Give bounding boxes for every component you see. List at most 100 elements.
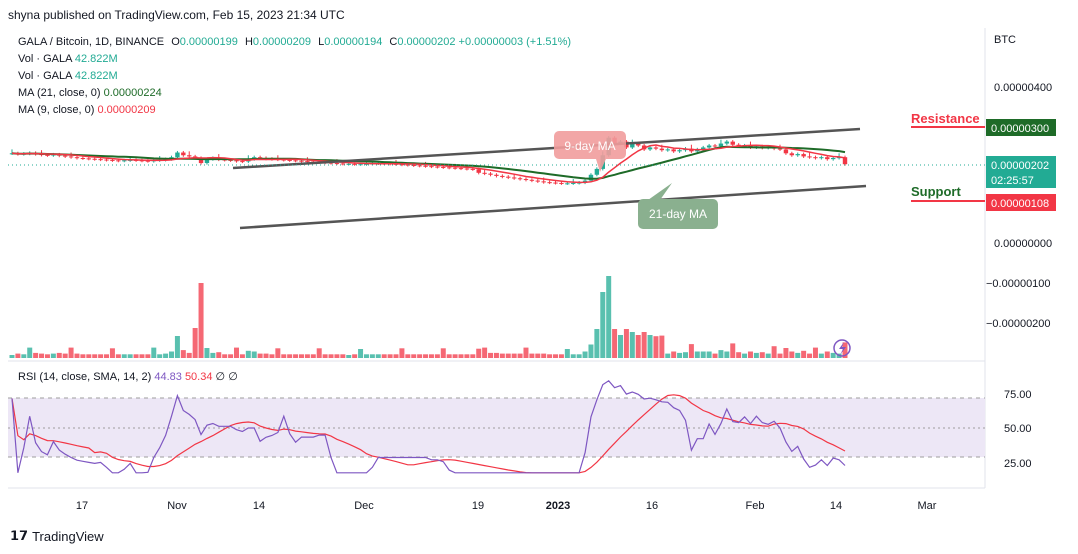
- currency-label: BTC: [994, 34, 1016, 46]
- candle-body: [636, 143, 641, 146]
- volume-bar: [759, 352, 765, 358]
- candle-body: [62, 155, 68, 157]
- volume-bar: [440, 348, 446, 358]
- symbol-name: GALA / Bitcoin, 1D, BINANCE: [18, 36, 165, 48]
- candle-body: [122, 160, 127, 162]
- volume-bar: [511, 353, 517, 358]
- volume-bar: [198, 283, 204, 358]
- volume-bar: [724, 351, 730, 358]
- volume-bar: [204, 348, 210, 358]
- volume-bar: [381, 354, 387, 358]
- volume-bar: [635, 335, 641, 358]
- ma21-callout[interactable]: 21-day MA: [638, 183, 718, 229]
- volume-bar: [139, 354, 145, 358]
- volume-bar: [523, 347, 529, 358]
- upper-trendline[interactable]: [232, 127, 861, 170]
- volume-bar: [310, 354, 316, 358]
- change-value: +0.00000003 (+1.51%): [458, 36, 572, 48]
- volume-bar: [499, 353, 505, 358]
- price-tick: −0.00000100: [986, 278, 1051, 290]
- indicator-value: 0.00000209: [97, 104, 156, 116]
- candle-body: [695, 149, 700, 152]
- indicator-ma21[interactable]: MA (21, close, 0) 0.00000224: [18, 85, 571, 102]
- volume-bar: [180, 350, 186, 358]
- indicator-label: MA (9, close, 0): [18, 104, 95, 116]
- volume-bar: [127, 354, 133, 358]
- volume-bar: [257, 353, 263, 358]
- candle-body: [594, 168, 600, 175]
- volume-bar: [789, 351, 795, 358]
- low-value: 0.00000194: [324, 36, 383, 48]
- indicator-ma9[interactable]: MA (9, close, 0) 0.00000209: [18, 102, 571, 119]
- rsi-label: RSI (14, close, SMA, 14, 2): [18, 371, 152, 383]
- indicator-value: 42.822M: [74, 53, 118, 65]
- publisher-line: shyna published on TradingView.com, Feb …: [8, 8, 345, 22]
- volume-bar: [375, 354, 381, 358]
- lower-trendline[interactable]: [239, 184, 867, 230]
- indicator-value: 0.00000224: [103, 87, 162, 99]
- candle-body: [825, 157, 830, 160]
- volume-bar: [600, 292, 606, 358]
- volume-bar: [594, 329, 600, 358]
- indicator-vol-1[interactable]: Vol · GALA 42.822M: [18, 51, 571, 68]
- candle-body: [588, 174, 594, 181]
- tradingview-logo[interactable]: 𝟭𝟳 TradingView: [10, 528, 104, 544]
- rsi-empty-2: ∅: [228, 371, 238, 383]
- volume-bar: [56, 352, 62, 358]
- volume-bar: [92, 354, 98, 358]
- volume-bar: [647, 335, 653, 358]
- candle-body: [187, 155, 192, 157]
- volume-bar: [807, 353, 813, 358]
- volume-bar: [104, 354, 110, 358]
- volume-bar: [358, 349, 364, 358]
- candle-body: [783, 149, 789, 154]
- volume-bar: [777, 353, 783, 358]
- candle-body: [435, 166, 440, 168]
- candle-body: [364, 163, 369, 165]
- volume-bar: [547, 354, 553, 358]
- candle-body: [500, 175, 505, 177]
- time-tick: 14: [253, 500, 265, 512]
- volume-bar: [783, 348, 789, 358]
- candle-body: [777, 148, 783, 150]
- volume-bar: [62, 353, 68, 358]
- candle-body: [553, 182, 558, 184]
- lightning-icon[interactable]: [833, 339, 851, 357]
- candle-body: [807, 156, 812, 158]
- candle-body: [630, 143, 635, 148]
- svg-text:02:25:57: 02:25:57: [991, 175, 1034, 187]
- time-tick: 16: [646, 500, 658, 512]
- high-value: 0.00000209: [252, 36, 312, 48]
- volume-bar: [115, 354, 121, 358]
- candle-body: [198, 157, 204, 164]
- ma9-callout-text: 9-day MA: [564, 139, 615, 153]
- volume-bar: [352, 354, 358, 358]
- volume-bar: [771, 346, 777, 358]
- candle-body: [559, 182, 564, 184]
- volume-bar: [222, 354, 228, 358]
- volume-bar: [505, 353, 511, 358]
- candle-body: [104, 159, 109, 161]
- candle-body: [417, 165, 422, 167]
- candle-body: [145, 160, 151, 162]
- support-label: Support: [911, 184, 961, 199]
- candle-body: [411, 165, 416, 166]
- rsi-legend[interactable]: RSI (14, close, SMA, 14, 2) 44.83 50.34 …: [18, 370, 238, 383]
- volume-bar: [33, 352, 39, 358]
- candle-body: [801, 154, 806, 157]
- volume-bar: [316, 348, 322, 358]
- ma9-callout[interactable]: 9-day MA: [554, 131, 626, 172]
- volume-bar: [712, 353, 718, 358]
- volume-bar: [210, 352, 216, 358]
- volume-bar: [304, 354, 310, 358]
- symbol-line[interactable]: GALA / Bitcoin, 1D, BINANCE O0.00000199 …: [18, 34, 571, 51]
- indicator-vol-2[interactable]: Vol · GALA 42.822M: [18, 68, 571, 85]
- volume-bar: [493, 352, 499, 358]
- volume-bar: [275, 348, 281, 358]
- volume-bar: [558, 354, 564, 358]
- candle-body: [795, 154, 800, 156]
- volume-bar: [434, 354, 440, 358]
- time-tick: Feb: [746, 500, 765, 512]
- candle-body: [240, 161, 245, 163]
